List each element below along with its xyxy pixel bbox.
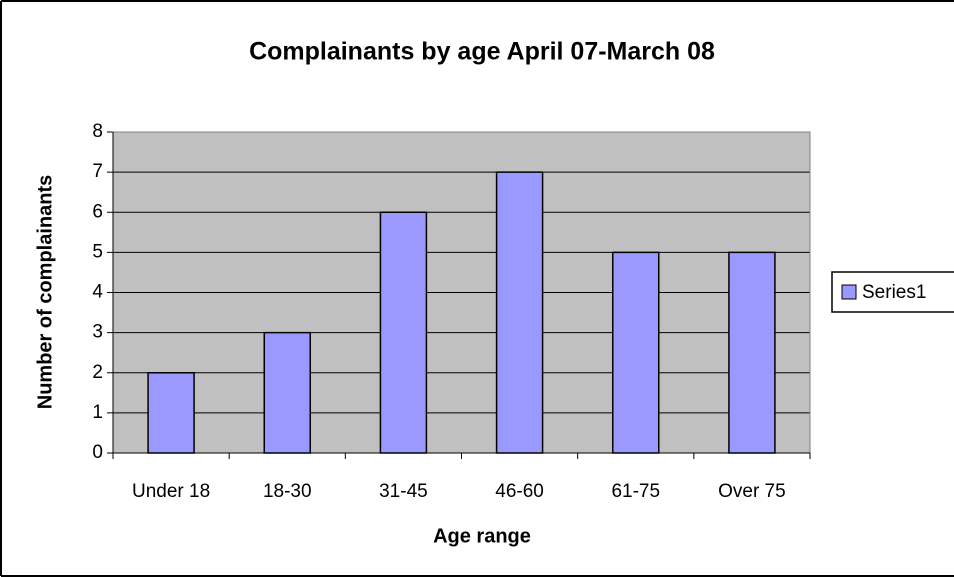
- x-tick-label: 61-75: [611, 481, 660, 502]
- bar: [612, 251, 660, 454]
- x-tick-label: Under 18: [132, 481, 210, 502]
- bar: [263, 331, 311, 454]
- y-tick-label: 3: [92, 322, 103, 343]
- x-tick-label: 31-45: [379, 481, 428, 502]
- y-tick-label: 6: [92, 201, 103, 222]
- x-tick-label: 46-60: [495, 481, 544, 502]
- x-axis-label: Age range: [433, 525, 531, 547]
- y-tick-label: 0: [92, 442, 103, 463]
- bar: [495, 171, 544, 454]
- y-tick-label: 8: [92, 121, 103, 142]
- y-tick-label: 4: [92, 282, 103, 303]
- legend-swatch: [841, 284, 857, 300]
- x-tick-label: Over 75: [718, 481, 786, 502]
- bar: [728, 251, 776, 454]
- y-tick-label: 1: [92, 402, 103, 423]
- chart-title: Complainants by age April 07-March 08: [249, 38, 715, 66]
- legend: Series1: [831, 271, 954, 313]
- bar: [379, 211, 428, 454]
- y-axis-label: Number of complainants: [34, 175, 56, 409]
- bar: [147, 372, 195, 454]
- y-tick-label: 5: [92, 241, 103, 262]
- y-tick-label: 2: [92, 362, 103, 383]
- x-tick-label: 18-30: [263, 481, 312, 502]
- legend-label: Series1: [862, 282, 926, 303]
- y-tick-label: 7: [92, 161, 103, 182]
